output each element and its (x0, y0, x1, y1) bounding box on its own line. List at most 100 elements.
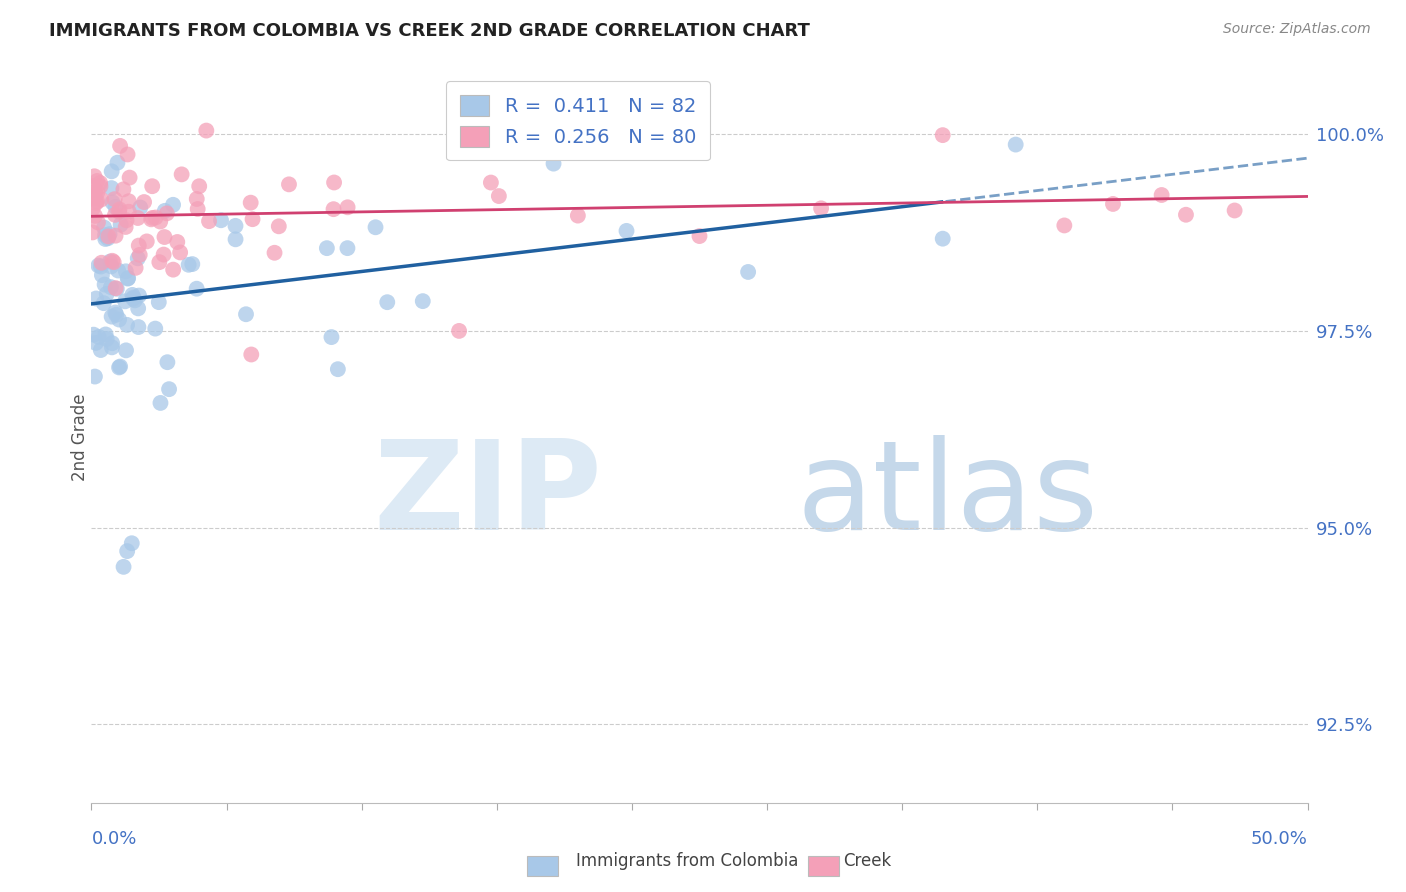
Point (84, 209, 107, 223)
Point (105, 308, 128, 322)
Point (186, 282, 208, 296)
Point (110, 218, 132, 232)
Point (195, 123, 218, 137)
Point (121, 536, 143, 550)
Point (117, 271, 139, 285)
Point (198, 214, 221, 228)
Point (737, 265, 759, 279)
Point (87, 259, 110, 273)
Point (141, 211, 163, 225)
Point (104, 192, 127, 206)
Point (240, 347, 263, 361)
Point (149, 396, 172, 410)
Point (127, 211, 149, 225)
Point (209, 213, 232, 227)
Point (153, 203, 176, 218)
Point (225, 232, 247, 246)
Point (156, 355, 179, 369)
Point (98, 254, 121, 268)
Point (82, 226, 104, 240)
Point (127, 301, 149, 316)
Point (124, 293, 146, 308)
Point (83, 327, 105, 342)
Point (108, 202, 131, 217)
Point (84, 335, 107, 350)
Point (187, 202, 209, 216)
Point (90, 256, 112, 270)
Point (931, 232, 953, 246)
Point (86, 194, 108, 209)
Point (186, 192, 208, 206)
Point (94, 232, 117, 246)
Text: 0.0%: 0.0% (91, 830, 136, 848)
Point (1004, 137, 1026, 152)
Point (128, 248, 150, 262)
Point (97, 229, 120, 244)
Point (93, 220, 115, 235)
Point (117, 271, 139, 285)
Point (364, 220, 387, 235)
Point (108, 312, 131, 326)
Text: ZIP: ZIP (374, 435, 602, 556)
Point (326, 362, 349, 376)
Point (108, 204, 131, 219)
Point (156, 206, 179, 220)
Point (169, 245, 191, 260)
Point (170, 167, 193, 181)
Point (107, 263, 129, 277)
Point (145, 211, 167, 225)
Point (149, 214, 172, 228)
Point (224, 219, 246, 233)
Point (105, 282, 128, 296)
Point (100, 181, 122, 195)
Point (101, 340, 124, 354)
Point (132, 194, 155, 209)
Point (148, 295, 170, 310)
Point (90, 193, 112, 207)
Point (101, 336, 124, 351)
Point (86, 185, 108, 199)
Point (153, 230, 176, 244)
Point (96, 332, 118, 346)
Point (112, 182, 135, 196)
Text: IMMIGRANTS FROM COLOMBIA VS CREEK 2ND GRADE CORRELATION CHART: IMMIGRANTS FROM COLOMBIA VS CREEK 2ND GR… (49, 22, 810, 40)
Point (87, 215, 110, 229)
Point (114, 294, 136, 309)
Point (101, 195, 124, 210)
Point (121, 288, 143, 302)
Legend: R =  0.411   N = 82, R =  0.256   N = 80: R = 0.411 N = 82, R = 0.256 N = 80 (446, 81, 710, 161)
Point (1102, 197, 1125, 211)
Point (1150, 188, 1173, 202)
Point (148, 255, 170, 269)
Point (235, 307, 257, 321)
Point (115, 343, 138, 358)
Point (94, 327, 117, 342)
Point (242, 212, 264, 227)
Point (84, 369, 107, 384)
Point (128, 288, 150, 302)
Point (104, 200, 127, 214)
Point (267, 219, 290, 234)
Point (108, 359, 131, 374)
Point (488, 189, 510, 203)
Point (122, 292, 145, 306)
Point (115, 264, 138, 278)
Point (93, 277, 115, 292)
Point (315, 241, 337, 255)
Text: 50.0%: 50.0% (1251, 830, 1308, 848)
Point (118, 170, 141, 185)
Text: Source: ZipAtlas.com: Source: ZipAtlas.com (1223, 22, 1371, 37)
Point (688, 229, 710, 244)
Point (124, 260, 146, 275)
Point (162, 198, 184, 212)
Point (94, 228, 117, 243)
Point (84, 195, 107, 210)
Point (188, 179, 211, 194)
Point (616, 224, 638, 238)
Point (89, 179, 111, 194)
Point (122, 291, 145, 305)
Point (87, 330, 110, 344)
Point (100, 260, 122, 274)
Point (449, 324, 471, 338)
Point (162, 262, 184, 277)
